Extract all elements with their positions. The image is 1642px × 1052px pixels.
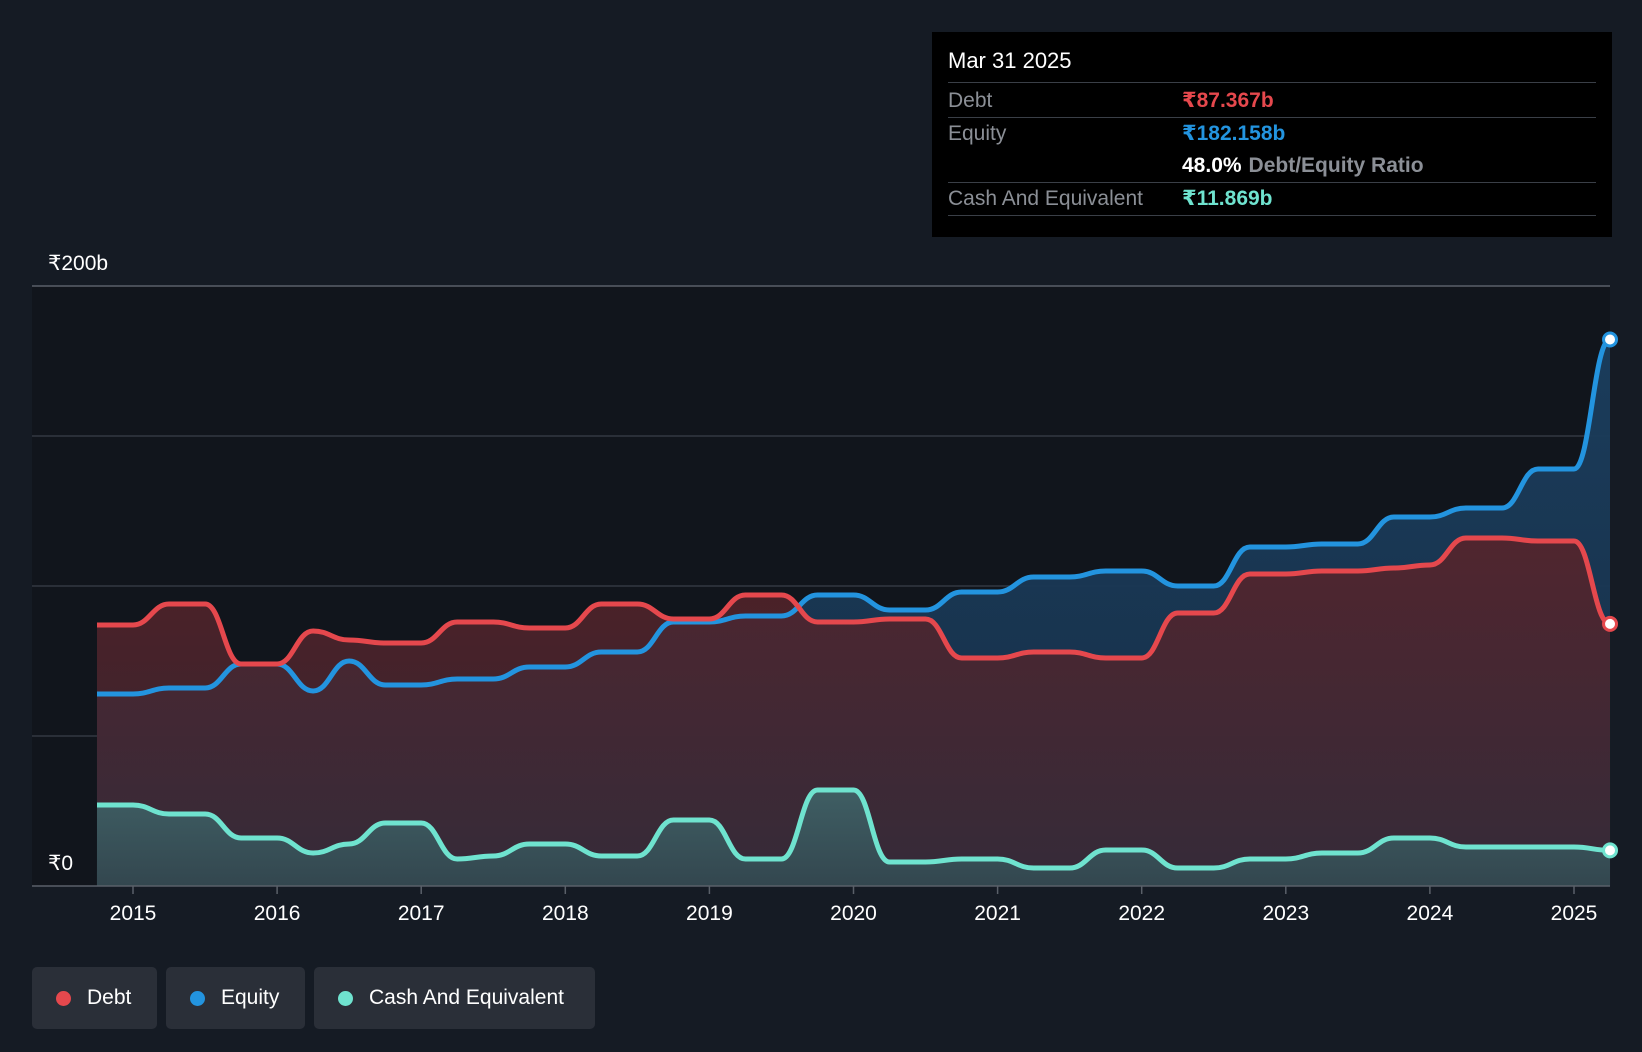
- x-tick-label: 2024: [1407, 902, 1454, 925]
- cash-area: [96, 790, 1611, 886]
- tooltip-ratio: 48.0% Debt/Equity Ratio: [1182, 150, 1424, 182]
- equity-line: [96, 337, 1612, 697]
- x-tick-label: 2025: [1551, 902, 1598, 925]
- x-tick-label: 2021: [974, 902, 1021, 925]
- tooltip-row-ratio: 48.0% Debt/Equity Ratio: [948, 150, 1596, 183]
- debt-line: [97, 535, 1612, 667]
- tooltip-cash-label: Cash And Equivalent: [948, 187, 1143, 210]
- tooltip-equity-label: Equity: [948, 122, 1007, 145]
- tooltip: Mar 31 2025 Debt ₹87.367b Equity ₹182.15…: [932, 32, 1612, 237]
- x-tick-label: 2016: [254, 902, 301, 925]
- tooltip-debt-label: Debt: [948, 89, 993, 112]
- tooltip-date: Mar 31 2025: [948, 46, 1596, 83]
- y-tick-label-max: ₹200b: [48, 252, 108, 275]
- legend: Debt Equity Cash And Equivalent: [32, 967, 604, 1029]
- x-tick-label: 2020: [830, 902, 877, 925]
- legend-item-debt[interactable]: Debt: [32, 967, 157, 1029]
- y-tick-label-zero: ₹0: [48, 852, 73, 875]
- x-tick-label: 2023: [1262, 902, 1309, 925]
- tooltip-cash-value: ₹11.869b: [1182, 187, 1273, 210]
- x-tick-label: 2017: [398, 902, 445, 925]
- legend-debt-label: Debt: [87, 986, 132, 1009]
- debt-area: [96, 538, 1611, 886]
- tooltip-debt-value: ₹87.367b: [1182, 89, 1274, 112]
- x-tick-label: 2022: [1118, 902, 1165, 925]
- tooltip-row-debt: Debt ₹87.367b: [948, 85, 1596, 118]
- legend-cash-label: Cash And Equivalent: [369, 986, 564, 1009]
- x-tick-label: 2018: [542, 902, 589, 925]
- cash-dot-icon: [338, 990, 353, 1006]
- legend-item-cash[interactable]: Cash And Equivalent: [314, 967, 595, 1029]
- legend-item-equity[interactable]: Equity: [166, 967, 305, 1029]
- tooltip-row-equity: Equity ₹182.158b: [948, 118, 1596, 150]
- tooltip-equity-value: ₹182.158b: [1182, 122, 1286, 145]
- equity-end-marker: [1602, 331, 1619, 348]
- equity-dot-icon: [190, 990, 205, 1006]
- debt-end-marker: [1602, 615, 1619, 632]
- legend-equity-label: Equity: [221, 986, 280, 1009]
- debt-dot-icon: [56, 990, 71, 1006]
- tooltip-ratio-label: Debt/Equity Ratio: [1248, 154, 1424, 177]
- cash-end-marker: [1602, 842, 1619, 859]
- cash-line: [97, 787, 1611, 871]
- tooltip-row-cash: Cash And Equivalent ₹11.869b: [948, 183, 1596, 216]
- tooltip-ratio-value: 48.0%: [1182, 154, 1242, 177]
- x-tick-label: 2015: [110, 902, 157, 925]
- x-tick-label: 2019: [686, 902, 733, 925]
